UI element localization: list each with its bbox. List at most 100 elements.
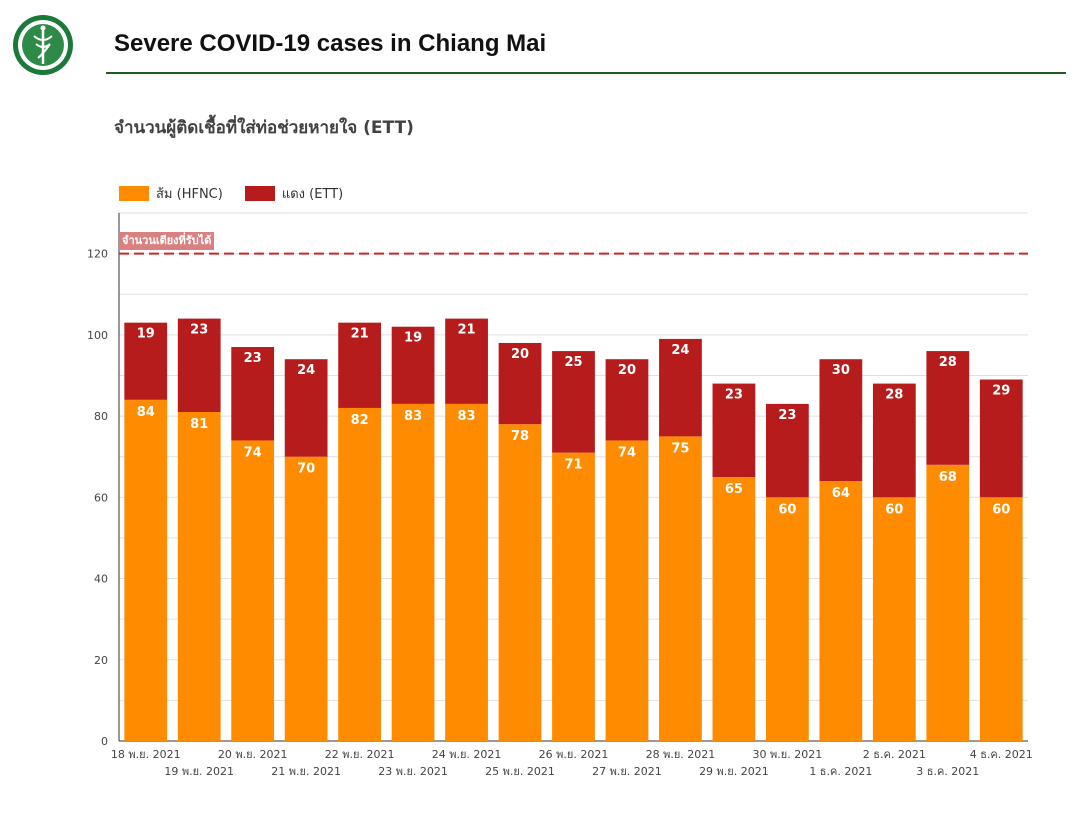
bar-ett bbox=[659, 338, 702, 437]
chart-legend: ส้ม (HFNC) แดง (ETT) bbox=[119, 183, 343, 204]
bar-hfnc bbox=[552, 452, 595, 741]
x-tick-label: 26 พ.ย. 2021 bbox=[539, 748, 609, 761]
data-label-hfnc: 68 bbox=[939, 470, 957, 485]
legend-item-ett: แดง (ETT) bbox=[244, 183, 344, 204]
data-label-hfnc: 75 bbox=[671, 441, 689, 456]
bar-ett bbox=[284, 359, 328, 457]
y-tick-label: 0 bbox=[101, 735, 108, 748]
data-label-hfnc: 84 bbox=[137, 405, 155, 420]
x-tick-label: 1 ธ.ค. 2021 bbox=[809, 765, 872, 778]
bar-ett bbox=[391, 326, 435, 404]
x-tick-label: 18 พ.ย. 2021 bbox=[111, 748, 181, 761]
data-label-ett: 23 bbox=[778, 408, 796, 423]
bar-ett bbox=[605, 359, 649, 441]
bar-hfnc bbox=[979, 497, 1023, 741]
legend-label-ett: แดง (ETT) bbox=[281, 187, 344, 202]
bar-hfnc bbox=[284, 456, 328, 741]
data-label-ett: 19 bbox=[137, 327, 155, 342]
x-tick-label: 19 พ.ย. 2021 bbox=[164, 765, 234, 778]
bar-ett bbox=[872, 383, 916, 498]
data-label-ett: 20 bbox=[511, 347, 529, 362]
x-tick-label: 23 พ.ย. 2021 bbox=[378, 765, 448, 778]
data-label-hfnc: 81 bbox=[190, 417, 208, 432]
data-label-hfnc: 64 bbox=[832, 486, 850, 501]
data-label-ett: 23 bbox=[190, 323, 208, 338]
y-tick-label: 40 bbox=[94, 573, 108, 586]
bar-ett bbox=[979, 379, 1023, 498]
bar-ett bbox=[926, 351, 970, 465]
legend-swatch-hfnc bbox=[119, 186, 149, 201]
data-label-ett: 21 bbox=[458, 323, 476, 338]
y-tick-label: 20 bbox=[94, 654, 108, 667]
data-label-hfnc: 60 bbox=[885, 502, 903, 517]
data-label-ett: 24 bbox=[671, 343, 689, 358]
data-label-ett: 19 bbox=[404, 331, 422, 346]
legend-swatch-ett bbox=[244, 186, 275, 201]
bar-hfnc bbox=[659, 436, 702, 741]
data-label-hfnc: 60 bbox=[778, 502, 796, 517]
x-tick-label: 27 พ.ย. 2021 bbox=[592, 765, 662, 778]
legend-item-hfnc: ส้ม (HFNC) bbox=[119, 183, 223, 204]
x-tick-label: 28 พ.ย. 2021 bbox=[646, 748, 716, 761]
data-label-hfnc: 71 bbox=[564, 458, 582, 473]
x-tick-label: 20 พ.ย. 2021 bbox=[218, 748, 288, 761]
bar-ett bbox=[819, 359, 863, 482]
bar-ett bbox=[177, 318, 221, 413]
bar-ett bbox=[765, 403, 809, 498]
data-label-ett: 28 bbox=[885, 388, 903, 403]
x-tick-label: 29 พ.ย. 2021 bbox=[699, 765, 769, 778]
data-label-ett: 28 bbox=[939, 355, 957, 370]
data-label-hfnc: 74 bbox=[244, 445, 262, 460]
bar-hfnc bbox=[338, 407, 382, 741]
data-label-hfnc: 82 bbox=[351, 413, 369, 428]
data-label-hfnc: 70 bbox=[297, 462, 315, 477]
bar-hfnc bbox=[445, 403, 488, 741]
bar-ett bbox=[338, 322, 382, 408]
x-tick-label: 2 ธ.ค. 2021 bbox=[863, 748, 926, 761]
y-tick-label: 60 bbox=[94, 491, 108, 504]
chart-subtitle: จำนวนผู้ติดเชื้อที่ใส่ท่อช่วยหายใจ (ETT) bbox=[114, 118, 414, 138]
data-label-ett: 29 bbox=[992, 384, 1010, 399]
y-tick-label: 80 bbox=[94, 410, 108, 423]
bar-ett bbox=[498, 342, 542, 425]
bar-ett bbox=[552, 351, 595, 453]
title-divider bbox=[106, 72, 1066, 74]
x-tick-label: 21 พ.ย. 2021 bbox=[271, 765, 341, 778]
bar-hfnc bbox=[872, 497, 916, 741]
data-label-ett: 30 bbox=[832, 363, 850, 378]
bar-ett bbox=[712, 383, 756, 477]
bar-hfnc bbox=[391, 403, 435, 741]
data-label-hfnc: 78 bbox=[511, 429, 529, 444]
ministry-logo bbox=[13, 15, 73, 75]
data-label-ett: 24 bbox=[297, 363, 315, 378]
x-tick-label: 25 พ.ย. 2021 bbox=[485, 765, 555, 778]
data-label-hfnc: 65 bbox=[725, 482, 743, 497]
y-tick-label: 100 bbox=[87, 329, 108, 342]
data-label-hfnc: 74 bbox=[618, 445, 636, 460]
data-label-ett: 21 bbox=[351, 327, 369, 342]
bar-hfnc bbox=[177, 412, 221, 741]
bar-hfnc bbox=[605, 440, 649, 741]
x-tick-label: 3 ธ.ค. 2021 bbox=[916, 765, 979, 778]
x-tick-label: 4 ธ.ค. 2021 bbox=[970, 748, 1033, 761]
data-label-ett: 20 bbox=[618, 363, 636, 378]
y-tick-label: 120 bbox=[87, 248, 108, 261]
data-label-hfnc: 60 bbox=[992, 502, 1010, 517]
bar-hfnc bbox=[712, 477, 756, 741]
x-tick-label: 22 พ.ย. 2021 bbox=[325, 748, 395, 761]
bar-ett bbox=[445, 318, 488, 404]
bar-ett bbox=[124, 322, 168, 400]
x-tick-label: 30 พ.ย. 2021 bbox=[753, 748, 823, 761]
data-label-ett: 23 bbox=[725, 388, 743, 403]
data-label-ett: 23 bbox=[244, 351, 262, 366]
page-title: Severe COVID-19 cases in Chiang Mai bbox=[114, 30, 547, 57]
data-label-hfnc: 83 bbox=[458, 409, 476, 424]
bar-hfnc bbox=[765, 497, 809, 741]
bar-hfnc bbox=[926, 464, 970, 741]
data-label-hfnc: 83 bbox=[404, 409, 422, 424]
legend-label-hfnc: ส้ม (HFNC) bbox=[156, 187, 223, 202]
bar-hfnc bbox=[124, 399, 168, 741]
capacity-line-label: จำนวนเตียงที่รับได้ bbox=[119, 232, 215, 250]
bar-hfnc bbox=[819, 481, 863, 741]
